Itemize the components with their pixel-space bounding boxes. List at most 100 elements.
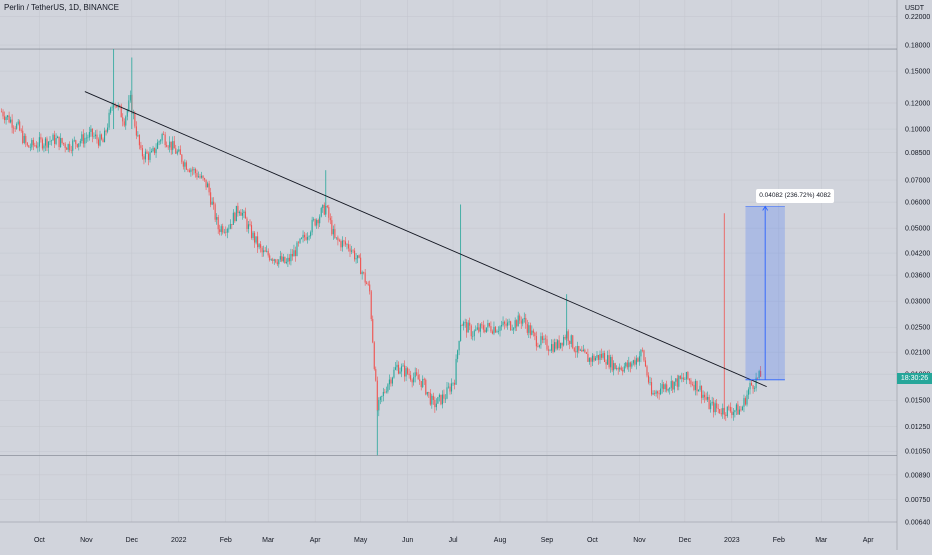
- candle-body: [431, 395, 433, 405]
- candle-body: [455, 358, 457, 385]
- candle-body: [387, 384, 389, 392]
- candle-body: [29, 147, 31, 149]
- candle-body: [558, 340, 560, 348]
- candle-body: [713, 401, 715, 413]
- candle-body: [499, 326, 501, 332]
- candle-body: [569, 340, 571, 344]
- candle-body: [210, 192, 212, 205]
- candle-body: [341, 240, 343, 248]
- candle-body: [640, 350, 642, 357]
- candle-body: [428, 391, 430, 393]
- candle-body: [417, 374, 419, 380]
- candle-body: [637, 358, 639, 362]
- candle-body: [754, 388, 756, 389]
- candle-body: [679, 375, 681, 379]
- candle-body: [661, 384, 663, 389]
- candle-body: [231, 224, 233, 225]
- candle-body: [461, 324, 463, 326]
- candle-body: [93, 136, 95, 137]
- candle-body: [229, 224, 231, 229]
- candle-body: [561, 342, 563, 346]
- currency-label: USDT: [905, 5, 925, 12]
- candle-body: [440, 394, 442, 405]
- candle-body: [107, 127, 109, 132]
- candle-body: [110, 107, 112, 113]
- candle-body: [485, 327, 487, 333]
- candle-body: [172, 141, 174, 150]
- candle-body: [481, 324, 483, 326]
- y-tick-label: 0.03600: [905, 273, 930, 280]
- candle-body: [711, 401, 713, 404]
- candle-body: [247, 224, 250, 229]
- y-tick-label: 0.07000: [905, 178, 930, 185]
- candle-body: [369, 284, 371, 292]
- candle-body: [91, 128, 93, 137]
- candle-body: [749, 382, 751, 390]
- y-tick-label: 0.06000: [905, 200, 930, 207]
- candle-body: [444, 398, 447, 400]
- candle-body: [358, 255, 360, 258]
- candle-body: [585, 352, 587, 354]
- candle-body: [28, 145, 30, 148]
- candle-body: [693, 384, 695, 390]
- candle-body: [254, 232, 256, 243]
- trendline: [84, 91, 767, 388]
- candle-body: [378, 399, 380, 411]
- candle-body: [10, 119, 12, 123]
- candle-body: [410, 375, 412, 380]
- candle-body: [185, 162, 187, 170]
- candle-body: [535, 336, 537, 347]
- candle-body: [169, 141, 171, 148]
- candle-body: [188, 170, 190, 173]
- candle-body: [446, 387, 448, 399]
- candle-body: [396, 364, 398, 368]
- candle-body: [272, 259, 274, 261]
- candle-body: [155, 148, 157, 154]
- candle-body: [120, 105, 122, 118]
- candle-body: [523, 317, 525, 320]
- candle-body: [538, 345, 540, 347]
- candle-body: [482, 325, 484, 330]
- candle-body: [560, 342, 562, 348]
- candle-body: [235, 205, 237, 222]
- candle-body: [529, 325, 531, 335]
- candle-body: [17, 121, 19, 124]
- candle-body: [290, 253, 292, 262]
- candle-body: [694, 380, 697, 390]
- candle-body: [728, 406, 730, 408]
- candle-body: [611, 356, 613, 371]
- candle-body: [167, 146, 169, 148]
- candle-body: [355, 258, 357, 260]
- candle-body: [173, 141, 175, 149]
- candle-body: [546, 339, 548, 350]
- candle-body: [622, 370, 624, 372]
- y-tick-label: 0.10000: [905, 127, 930, 134]
- candle-body: [740, 409, 742, 411]
- candle-body: [514, 320, 516, 329]
- candle-body: [157, 142, 159, 149]
- candle-body: [578, 346, 580, 351]
- candle-body: [755, 377, 757, 389]
- candle-body: [625, 362, 627, 367]
- candle-body: [737, 404, 739, 415]
- candle-body: [55, 138, 57, 144]
- candle-body: [100, 134, 103, 140]
- candle-body: [408, 373, 410, 376]
- candle-body: [596, 355, 598, 358]
- y-tick-label: 0.00750: [905, 497, 930, 504]
- candle-body: [96, 134, 98, 140]
- x-tick-label: Nov: [633, 537, 646, 544]
- y-tick-label: 0.03000: [905, 299, 930, 306]
- candle-body: [63, 143, 65, 144]
- candle-body: [547, 349, 550, 351]
- candle-body: [699, 385, 701, 390]
- candle-body: [502, 321, 504, 326]
- candle-body: [497, 331, 500, 332]
- candle-body: [493, 326, 495, 334]
- candle-body: [361, 272, 363, 275]
- candle-body: [467, 322, 469, 333]
- measure-tooltip: 0.04082 (236.72%) 4082: [756, 189, 834, 203]
- candle-body: [379, 396, 381, 400]
- candle-body: [288, 257, 290, 262]
